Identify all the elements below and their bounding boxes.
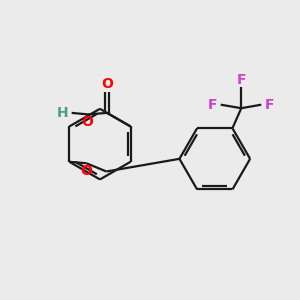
Text: F: F: [236, 73, 246, 87]
Text: F: F: [265, 98, 274, 112]
Text: O: O: [101, 77, 113, 91]
Text: H: H: [56, 106, 68, 120]
Text: O: O: [80, 164, 92, 178]
Text: O: O: [81, 115, 93, 129]
Text: F: F: [208, 98, 217, 112]
